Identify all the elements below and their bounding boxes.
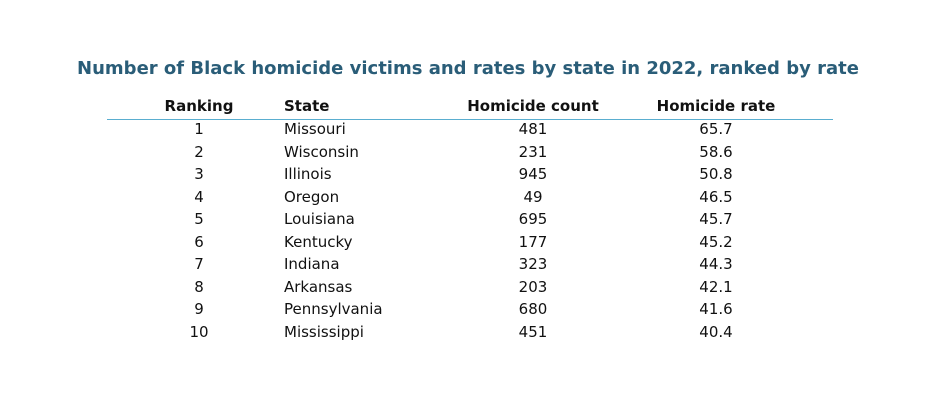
table-cell: 680 bbox=[518, 300, 548, 318]
table-title: Number of Black homicide victims and rat… bbox=[77, 58, 859, 79]
table-cell: 44.3 bbox=[699, 255, 733, 273]
table-cell: 45.2 bbox=[699, 232, 733, 251]
table-cell: 9 bbox=[194, 300, 204, 318]
table-cell: 945 bbox=[518, 165, 548, 183]
table-cell: 203 bbox=[518, 277, 548, 296]
table-cell: Illinois bbox=[284, 165, 332, 183]
column-header: Ranking bbox=[164, 97, 234, 115]
table-cell: 5 bbox=[194, 210, 204, 228]
table-cell: 481 bbox=[518, 120, 548, 138]
table-cell: 8 bbox=[194, 277, 204, 296]
table-cell: 41.6 bbox=[699, 300, 733, 318]
table-cell: 1 bbox=[194, 120, 204, 138]
header-rule bbox=[107, 119, 833, 120]
column-header: Homicide count bbox=[467, 97, 599, 115]
table-cell: Oregon bbox=[284, 187, 340, 206]
table-cell: Wisconsin bbox=[284, 142, 359, 161]
table-cell: 40.4 bbox=[699, 322, 733, 341]
table-cell: Louisiana bbox=[284, 210, 355, 228]
table-cell: Indiana bbox=[284, 255, 340, 273]
table-cell: 451 bbox=[518, 322, 548, 341]
table-cell: 46.5 bbox=[699, 187, 733, 206]
table-cell: 58.6 bbox=[699, 142, 733, 161]
table-cell: 695 bbox=[518, 210, 548, 228]
table-cell: 7 bbox=[194, 255, 204, 273]
table-cell: 3 bbox=[194, 165, 204, 183]
table-cell: 2 bbox=[194, 142, 204, 161]
table-cell: Missouri bbox=[284, 120, 346, 138]
table-cell: 231 bbox=[518, 142, 548, 161]
table-cell: Mississippi bbox=[284, 322, 364, 341]
table-cell: 6 bbox=[194, 232, 204, 251]
column-header: Homicide rate bbox=[656, 97, 776, 115]
table-cell: 65.7 bbox=[699, 120, 733, 138]
column-header: State bbox=[284, 97, 330, 115]
table-cell: 45.7 bbox=[699, 210, 733, 228]
table-cell: 49 bbox=[523, 187, 543, 206]
table-cell: 177 bbox=[518, 232, 548, 251]
table-cell: 42.1 bbox=[699, 277, 733, 296]
table-cell: 323 bbox=[518, 255, 548, 273]
table-cell: 10 bbox=[189, 322, 209, 341]
table-cell: 50.8 bbox=[699, 165, 733, 183]
table-cell: Arkansas bbox=[284, 277, 353, 296]
table-cell: 4 bbox=[194, 187, 204, 206]
table-cell: Pennsylvania bbox=[284, 300, 383, 318]
table-cell: Kentucky bbox=[284, 232, 353, 251]
